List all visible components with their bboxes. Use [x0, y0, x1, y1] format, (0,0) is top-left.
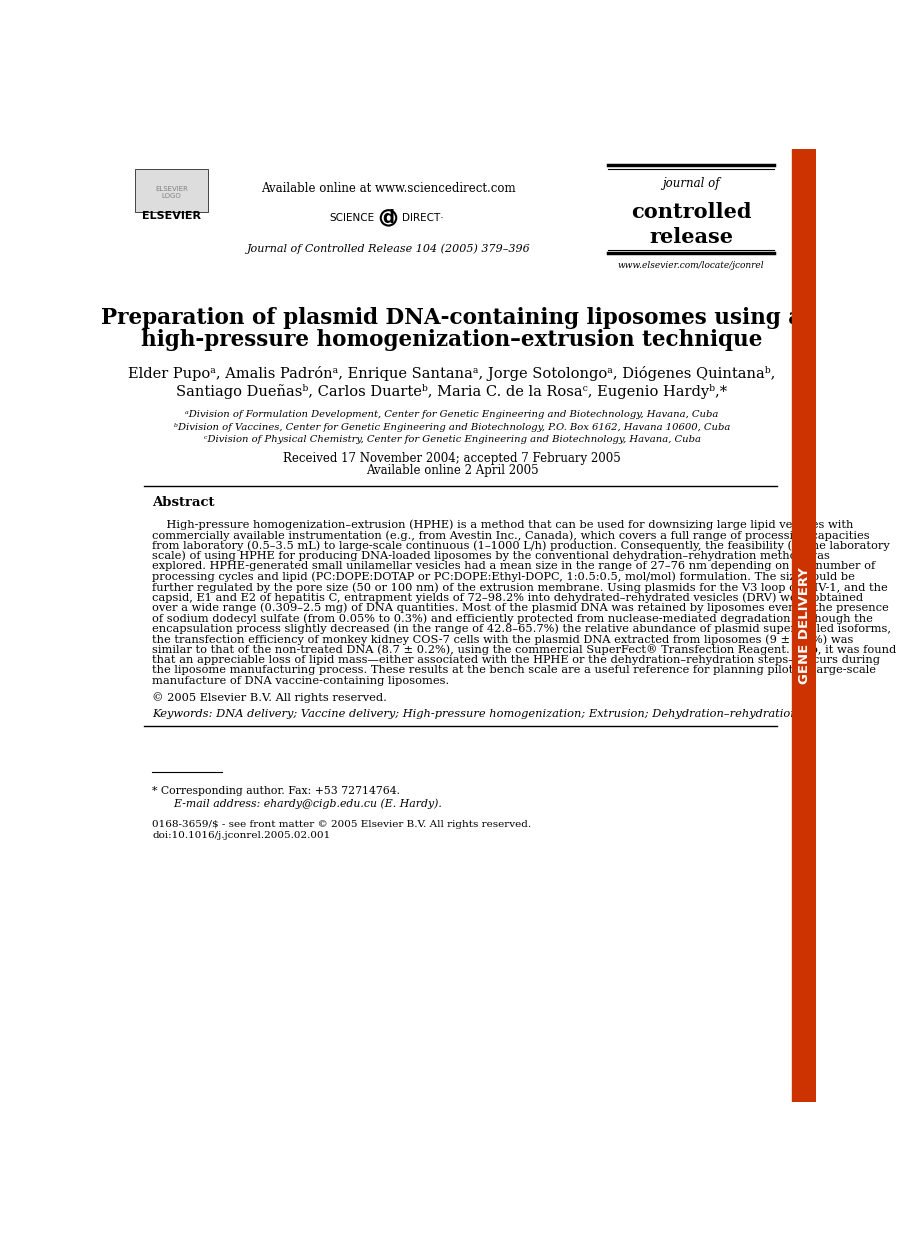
- Text: Available online at www.sciencedirect.com: Available online at www.sciencedirect.co…: [261, 182, 516, 196]
- Text: E-mail address: ehardy@cigb.edu.cu (E. Hardy).: E-mail address: ehardy@cigb.edu.cu (E. H…: [160, 799, 442, 808]
- Text: journal of: journal of: [662, 177, 720, 191]
- Text: from laboratory (0.5–3.5 mL) to large-scale continuous (1–1000 L/h) production. : from laboratory (0.5–3.5 mL) to large-sc…: [152, 541, 890, 551]
- Text: * Corresponding author. Fax: +53 72714764.: * Corresponding author. Fax: +53 7271476…: [152, 786, 400, 796]
- Text: that an appreciable loss of lipid mass—either associated with the HPHE or the de: that an appreciable loss of lipid mass—e…: [152, 655, 880, 665]
- Text: further regulated by the pore size (50 or 100 nm) of the extrusion membrane. Usi: further regulated by the pore size (50 o…: [152, 582, 888, 593]
- Text: similar to that of the non-treated DNA (8.7 ± 0.2%), using the commercial SuperF: similar to that of the non-treated DNA (…: [152, 645, 896, 655]
- Text: Keywords: DNA delivery; Vaccine delivery; High-pressure homogenization; Extrusio: Keywords: DNA delivery; Vaccine delivery…: [152, 709, 798, 719]
- Text: ᵇDivision of Vaccines, Center for Genetic Engineering and Biotechnology, P.O. Bo: ᵇDivision of Vaccines, Center for Geneti…: [174, 423, 730, 432]
- Text: commercially available instrumentation (e.g., from Avestin Inc., Canada), which : commercially available instrumentation (…: [152, 530, 870, 541]
- Text: release: release: [649, 227, 733, 248]
- Text: scale) of using HPHE for producing DNA-loaded liposomes by the conventional dehy: scale) of using HPHE for producing DNA-l…: [152, 551, 830, 562]
- Text: of sodium dodecyl sulfate (from 0.05% to 0.3%) and efficiently protected from nu: of sodium dodecyl sulfate (from 0.05% to…: [152, 613, 873, 624]
- Text: ELSEVIER: ELSEVIER: [142, 212, 201, 222]
- Text: manufacture of DNA vaccine-containing liposomes.: manufacture of DNA vaccine-containing li…: [152, 676, 449, 686]
- Text: Elder Pupoᵃ, Amalis Padrónᵃ, Enrique Santanaᵃ, Jorge Sotolongoᵃ, Diógenes Quinta: Elder Pupoᵃ, Amalis Padrónᵃ, Enrique San…: [129, 366, 775, 381]
- Text: Journal of Controlled Release 104 (2005) 379–396: Journal of Controlled Release 104 (2005)…: [247, 244, 531, 254]
- Text: the liposome manufacturing process. These results at the bench scale are a usefu: the liposome manufacturing process. Thes…: [152, 665, 876, 675]
- Text: encapsulation process slightly decreased (in the range of 42.8–65.7%) the relati: encapsulation process slightly decreased…: [152, 624, 891, 634]
- Text: Abstract: Abstract: [152, 496, 215, 509]
- Text: d: d: [383, 209, 395, 227]
- Text: Preparation of plasmid DNA-containing liposomes using a: Preparation of plasmid DNA-containing li…: [102, 307, 803, 329]
- Text: 0168-3659/$ - see front matter © 2005 Elsevier B.V. All rights reserved.: 0168-3659/$ - see front matter © 2005 El…: [152, 820, 532, 829]
- Text: ELSEVIER
LOGO: ELSEVIER LOGO: [155, 186, 188, 199]
- Text: ᶜDivision of Physical Chemistry, Center for Genetic Engineering and Biotechnolog: ᶜDivision of Physical Chemistry, Center …: [203, 435, 700, 444]
- Text: high-pressure homogenization–extrusion technique: high-pressure homogenization–extrusion t…: [141, 328, 763, 350]
- Text: over a wide range (0.309–2.5 mg) of DNA quantities. Most of the plasmid DNA was : over a wide range (0.309–2.5 mg) of DNA …: [152, 603, 889, 613]
- Text: © 2005 Elsevier B.V. All rights reserved.: © 2005 Elsevier B.V. All rights reserved…: [152, 692, 387, 703]
- Bar: [793, 149, 816, 1102]
- Text: capsid, E1 and E2 of hepatitis C, entrapment yields of 72–98.2% into dehydrated–: capsid, E1 and E2 of hepatitis C, entrap…: [152, 593, 863, 603]
- Text: Available online 2 April 2005: Available online 2 April 2005: [366, 464, 539, 477]
- Text: www.elsevier.com/locate/jconrel: www.elsevier.com/locate/jconrel: [618, 261, 765, 270]
- Text: the transfection efficiency of monkey kidney COS-7 cells with the plasmid DNA ex: the transfection efficiency of monkey ki…: [152, 634, 853, 645]
- Text: GENE DELIVERY: GENE DELIVERY: [798, 567, 811, 683]
- Text: controlled: controlled: [631, 202, 751, 222]
- Bar: [135, 170, 208, 212]
- Text: doi:10.1016/j.jconrel.2005.02.001: doi:10.1016/j.jconrel.2005.02.001: [152, 831, 330, 839]
- Text: Received 17 November 2004; accepted 7 February 2005: Received 17 November 2004; accepted 7 Fe…: [283, 452, 621, 464]
- Text: ᵃDivision of Formulation Development, Center for Genetic Engineering and Biotech: ᵃDivision of Formulation Development, Ce…: [185, 411, 718, 420]
- Text: SCIENCE: SCIENCE: [329, 213, 375, 223]
- Text: processing cycles and lipid (PC:DOPE:DOTAP or PC:DOPE:Ethyl-DOPC, 1:0.5:0.5, mol: processing cycles and lipid (PC:DOPE:DOT…: [152, 572, 855, 582]
- Text: Santiago Dueñasᵇ, Carlos Duarteᵇ, Maria C. de la Rosaᶜ, Eugenio Hardyᵇ,*: Santiago Dueñasᵇ, Carlos Duarteᵇ, Maria …: [177, 384, 727, 399]
- Text: explored. HPHE-generated small unilamellar vesicles had a mean size in the range: explored. HPHE-generated small unilamell…: [152, 561, 875, 571]
- Text: DIRECT·: DIRECT·: [403, 213, 444, 223]
- Text: High-pressure homogenization–extrusion (HPHE) is a method that can be used for d: High-pressure homogenization–extrusion (…: [152, 520, 853, 530]
